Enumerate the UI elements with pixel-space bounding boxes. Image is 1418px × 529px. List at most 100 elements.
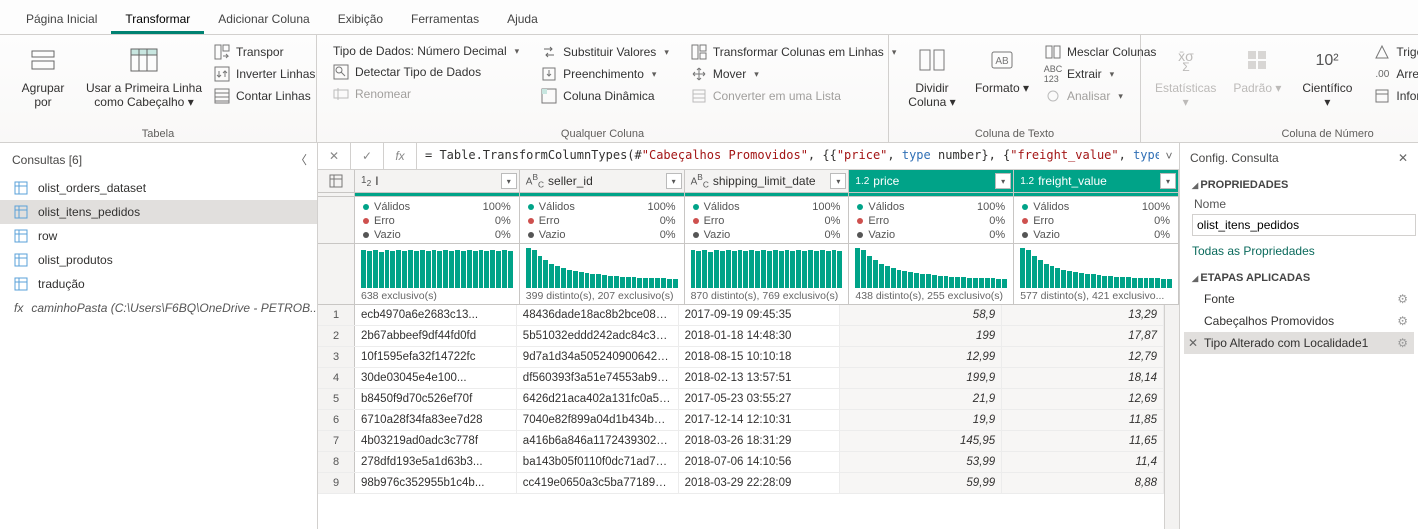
cell[interactable]: 2018-08-15 10:10:18 (679, 347, 841, 367)
gear-icon[interactable]: ⚙ (1397, 292, 1408, 306)
tab-adicionar-coluna[interactable]: Adicionar Coluna (204, 6, 323, 34)
formula-fx-button[interactable]: fx (384, 143, 417, 169)
split-column-button[interactable]: Dividir Coluna ▾ (897, 39, 967, 109)
table-row[interactable]: 8278dfd193e5a1d63b3...ba143b05f0110f0dc7… (318, 452, 1164, 473)
query-item[interactable]: tradução (0, 272, 317, 296)
query-name-input[interactable] (1192, 214, 1416, 236)
cell[interactable]: df560393f3a51e74553ab94004ba5c... (517, 368, 679, 388)
groupby-button[interactable]: Agrupar por (8, 39, 78, 109)
vertical-scrollbar[interactable] (1164, 305, 1179, 529)
cell[interactable]: 21,9 (840, 389, 1002, 409)
cell[interactable]: 11,65 (1002, 431, 1164, 451)
table-row[interactable]: 1ecb4970a6e2683c13...48436dade18ac8b2bce… (318, 305, 1164, 326)
cell[interactable]: 6710a28f34fa83ee7d28 (355, 410, 517, 430)
table-row[interactable]: 66710a28f34fa83ee7d287040e82f899a04d1b43… (318, 410, 1164, 431)
table-row[interactable]: 310f1595efa32f14722fc9d7a1d34a5052409006… (318, 347, 1164, 368)
cell[interactable]: 59,99 (840, 473, 1002, 493)
cell[interactable]: 53,99 (840, 452, 1002, 472)
table-row[interactable]: 74b03219ad0adc3c778fa416b6a846a117243930… (318, 431, 1164, 452)
cell[interactable]: 7040e82f899a04d1b434b795a43b4... (517, 410, 679, 430)
cell[interactable]: 199 (840, 326, 1002, 346)
formula-cancel-button[interactable]: ✕ (318, 143, 351, 169)
cell[interactable]: 11,4 (1002, 452, 1164, 472)
column-header[interactable]: 12I▾ (355, 170, 520, 192)
cell[interactable]: 12,69 (1002, 389, 1164, 409)
replace-values-button[interactable]: Substituir Valores▾ (537, 41, 673, 63)
applied-step[interactable]: ✕Tipo Alterado com Localidade1⚙ (1184, 332, 1414, 354)
cell[interactable]: 5b51032eddd242adc84c38acab88f2... (517, 326, 679, 346)
cell[interactable]: 199,9 (840, 368, 1002, 388)
table-row[interactable]: 430de03045e4e100...df560393f3a51e74553ab… (318, 368, 1164, 389)
count-rows-button[interactable]: Contar Linhas (210, 85, 319, 107)
cell[interactable]: 48436dade18ac8b2bce089ec2a0412... (517, 305, 679, 325)
cell[interactable]: 145,95 (840, 431, 1002, 451)
column-filter-button[interactable]: ▾ (666, 173, 682, 189)
query-item[interactable]: olist_produtos (0, 248, 317, 272)
cell[interactable]: 2018-03-29 22:28:09 (679, 473, 841, 493)
formula-expand-button[interactable]: ˅ (1159, 143, 1179, 169)
column-filter-button[interactable]: ▾ (1160, 173, 1176, 189)
query-item[interactable]: fxcaminhoPasta (C:\Users\F6BQ\OneDrive -… (0, 296, 317, 320)
tab-ajuda[interactable]: Ajuda (493, 6, 552, 34)
cell[interactable]: 19,9 (840, 410, 1002, 430)
rounding-button[interactable]: .00Arredondamento▾ (1370, 63, 1418, 85)
cell[interactable]: 4b03219ad0adc3c778f (355, 431, 517, 451)
cell[interactable]: 17,87 (1002, 326, 1164, 346)
query-item[interactable]: olist_itens_pedidos (0, 200, 317, 224)
tab-p-gina-inicial[interactable]: Página Inicial (12, 6, 111, 34)
cell[interactable]: 11,85 (1002, 410, 1164, 430)
table-row[interactable]: 998b976c352955b1c4b...cc419e0650a3c5ba77… (318, 473, 1164, 494)
queries-collapse-icon[interactable]: 〈 (295, 151, 307, 168)
cell[interactable]: 58,9 (840, 305, 1002, 325)
cell[interactable]: 2017-12-14 12:10:31 (679, 410, 841, 430)
cell[interactable]: 12,79 (1002, 347, 1164, 367)
close-icon[interactable]: ✕ (1398, 151, 1408, 165)
column-header[interactable]: ABCshipping_limit_date▾ (685, 170, 850, 192)
formula-input[interactable]: = Table.TransformColumnTypes(#"Cabeçalho… (417, 143, 1159, 169)
info-button[interactable]: Informações▾ (1370, 85, 1418, 107)
applied-step[interactable]: Fonte⚙ (1184, 288, 1414, 310)
all-properties-link[interactable]: Todas as Propriedades (1180, 242, 1418, 266)
cell[interactable]: a416b6a846a11724393025641d4ed... (517, 431, 679, 451)
column-header[interactable]: 1.2freight_value▾ (1014, 170, 1179, 192)
fill-button[interactable]: Preenchimento▾ (537, 63, 673, 85)
first-row-headers-button[interactable]: Usar a Primeira Linha como Cabeçalho ▾ (78, 39, 210, 109)
move-button[interactable]: Mover▾ (687, 63, 901, 85)
cell[interactable]: b8450f9d70c526ef70f (355, 389, 517, 409)
delete-step-icon[interactable]: ✕ (1188, 336, 1198, 350)
cell[interactable]: 98b976c352955b1c4b... (355, 473, 517, 493)
cell[interactable]: 278dfd193e5a1d63b3... (355, 452, 517, 472)
gear-icon[interactable]: ⚙ (1397, 314, 1408, 328)
cell[interactable]: 6426d21aca402a131fc0a5d0960a3c90 (517, 389, 679, 409)
column-header[interactable]: 1.2price▾ (849, 170, 1014, 192)
unpivot-button[interactable]: Transformar Colunas em Linhas▾ (687, 41, 901, 63)
cell[interactable]: 2017-05-23 03:55:27 (679, 389, 841, 409)
column-filter-button[interactable]: ▾ (995, 173, 1011, 189)
gear-icon[interactable]: ⚙ (1397, 336, 1408, 350)
cell[interactable]: 8,88 (1002, 473, 1164, 493)
cell[interactable]: 2b67abbeef9df44fd0fd (355, 326, 517, 346)
tab-transformar[interactable]: Transformar (111, 6, 204, 34)
cell[interactable]: 2018-03-26 18:31:29 (679, 431, 841, 451)
cell[interactable]: 30de03045e4e100... (355, 368, 517, 388)
formula-apply-button[interactable]: ✓ (351, 143, 384, 169)
cell[interactable]: 13,29 (1002, 305, 1164, 325)
query-item[interactable]: olist_orders_dataset (0, 176, 317, 200)
tab-ferramentas[interactable]: Ferramentas (397, 6, 493, 34)
query-item[interactable]: row (0, 224, 317, 248)
cell[interactable]: 18,14 (1002, 368, 1164, 388)
cell[interactable]: 10f1595efa32f14722fc (355, 347, 517, 367)
pivot-button[interactable]: Coluna Dinâmica (537, 85, 673, 107)
scientific-button[interactable]: 10² Científico ▾ (1292, 39, 1362, 109)
cell[interactable]: 2018-07-06 14:10:56 (679, 452, 841, 472)
applied-step[interactable]: Cabeçalhos Promovidos⚙ (1184, 310, 1414, 332)
cell[interactable]: 9d7a1d34a5052409006425275ba1c... (517, 347, 679, 367)
column-filter-button[interactable]: ▾ (830, 173, 846, 189)
cell[interactable]: ecb4970a6e2683c13... (355, 305, 517, 325)
column-filter-button[interactable]: ▾ (501, 173, 517, 189)
cell[interactable]: 12,99 (840, 347, 1002, 367)
cell[interactable]: 2017-09-19 09:45:35 (679, 305, 841, 325)
reverse-rows-button[interactable]: Inverter Linhas (210, 63, 319, 85)
detect-type-button[interactable]: Detectar Tipo de Dados (329, 61, 523, 83)
table-row[interactable]: 22b67abbeef9df44fd0fd5b51032eddd242adc84… (318, 326, 1164, 347)
